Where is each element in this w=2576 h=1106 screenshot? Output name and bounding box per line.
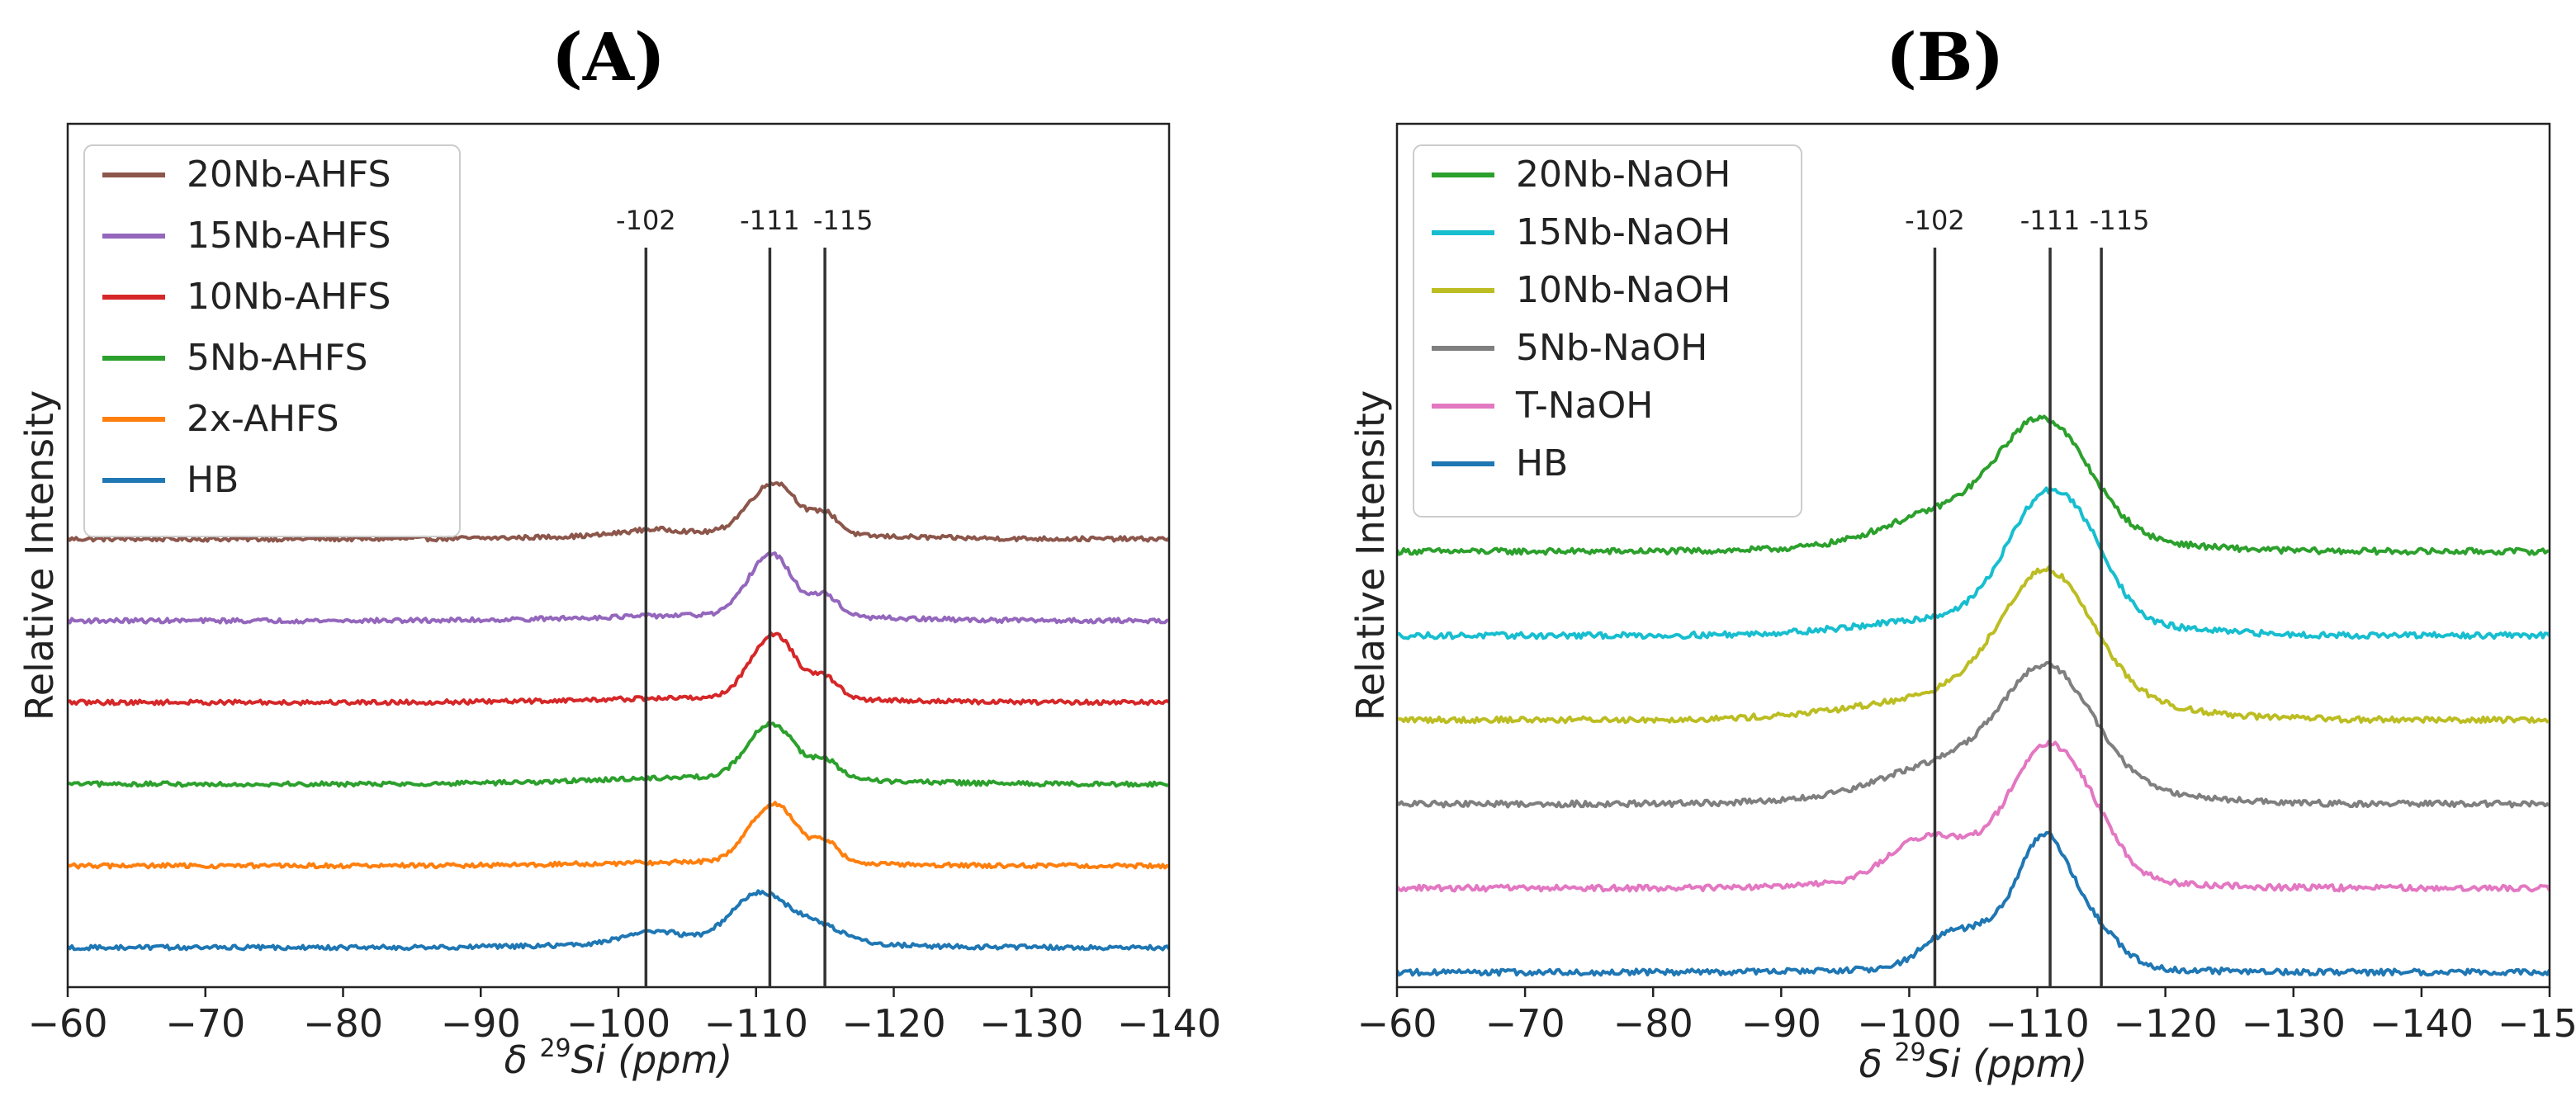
x-tick-label: −140: [2370, 1001, 2474, 1046]
series-line-5nb-ahfs: [69, 721, 1168, 788]
legend-label: HB: [187, 459, 239, 501]
series-line-10nb-ahfs: [69, 631, 1168, 707]
reference-line-label: -102: [1905, 205, 1965, 236]
reference-line-label: -111: [2020, 205, 2081, 236]
series-line-20nb-ahfs: [69, 481, 1168, 543]
legend-label: 5Nb-AHFS: [187, 337, 367, 379]
legend-label: 10Nb-AHFS: [187, 276, 391, 318]
x-tick-label: −120: [841, 1001, 945, 1046]
legend-label: 15Nb-NaOH: [1516, 211, 1731, 253]
legend-label: 15Nb-AHFS: [187, 215, 391, 257]
x-tick-label: −80: [303, 1001, 383, 1046]
x-tick-label: −100: [1857, 1001, 1961, 1046]
reference-line-label: -111: [740, 205, 800, 236]
x-tick-label: −70: [1485, 1001, 1565, 1046]
panel-b-label: (B): [1886, 18, 2005, 96]
x-tick-label: −140: [1117, 1001, 1221, 1046]
x-tick-label: −130: [2242, 1001, 2346, 1046]
x-tick-label: −90: [1741, 1001, 1821, 1046]
series-line-hb: [1398, 830, 2549, 977]
series-line-hb: [69, 889, 1168, 952]
legend-label: 20Nb-NaOH: [1516, 154, 1731, 196]
x-axis-title: δ 29Si (ppm): [1859, 1038, 2088, 1086]
series-line-2x-ahfs: [69, 801, 1168, 870]
axes-frame: [1395, 122, 2551, 989]
legend-box: [1413, 144, 1802, 518]
x-tick-label: −70: [165, 1001, 245, 1046]
x-tick-label: −60: [1357, 1001, 1437, 1046]
reference-line-label: -102: [616, 205, 676, 236]
chart-panel-b: -102 -111 -115 −60 −70 −80 −90 −100 −110 −120 −130…: [1348, 122, 2576, 1086]
legend-label: HB: [1516, 442, 1568, 484]
legend-label: 2x-AHFS: [187, 398, 339, 440]
x-tick-label: −110: [704, 1001, 808, 1046]
series-line-15nb-naoh: [1398, 486, 2549, 640]
series-line-5nb-naoh: [1398, 660, 2549, 809]
reference-line-label: -115: [2090, 205, 2150, 236]
legend-label: 5Nb-NaOH: [1516, 327, 1707, 369]
panel-a-label: (A): [552, 18, 665, 96]
y-axis-title: Relative Intensity: [1348, 390, 1393, 721]
series-group: [1398, 414, 2549, 977]
x-tick-label: −120: [2113, 1001, 2217, 1046]
x-tick-label: −110: [1985, 1001, 2089, 1046]
x-tick-label: −90: [441, 1001, 521, 1046]
series-line-20nb-naoh: [1398, 414, 2549, 556]
series-group: [69, 481, 1168, 952]
legend-box: [83, 144, 461, 537]
x-axis-title: δ 29Si (ppm): [504, 1034, 733, 1082]
x-tick-label: −60: [27, 1001, 107, 1046]
x-tick-label: −80: [1613, 1001, 1693, 1046]
series-line-10nb-naoh: [1398, 565, 2549, 725]
reference-line-label: -115: [813, 205, 874, 236]
legend-label: 20Nb-AHFS: [187, 154, 391, 196]
y-axis-title: Relative Intensity: [17, 390, 62, 721]
legend-label: 10Nb-NaOH: [1516, 269, 1731, 311]
x-tick-label: −130: [979, 1001, 1083, 1046]
x-tick-label: −100: [566, 1001, 670, 1046]
series-line-t-naoh: [1398, 740, 2549, 893]
series-line-15nb-ahfs: [69, 551, 1168, 625]
chart-panel-a: -102 -111 -115 −60 −70 −80 −90 −100 −110 −120 −130…: [17, 122, 1221, 1082]
x-tick-label: −150: [2498, 1001, 2576, 1046]
legend-label: T-NaOH: [1515, 385, 1653, 427]
